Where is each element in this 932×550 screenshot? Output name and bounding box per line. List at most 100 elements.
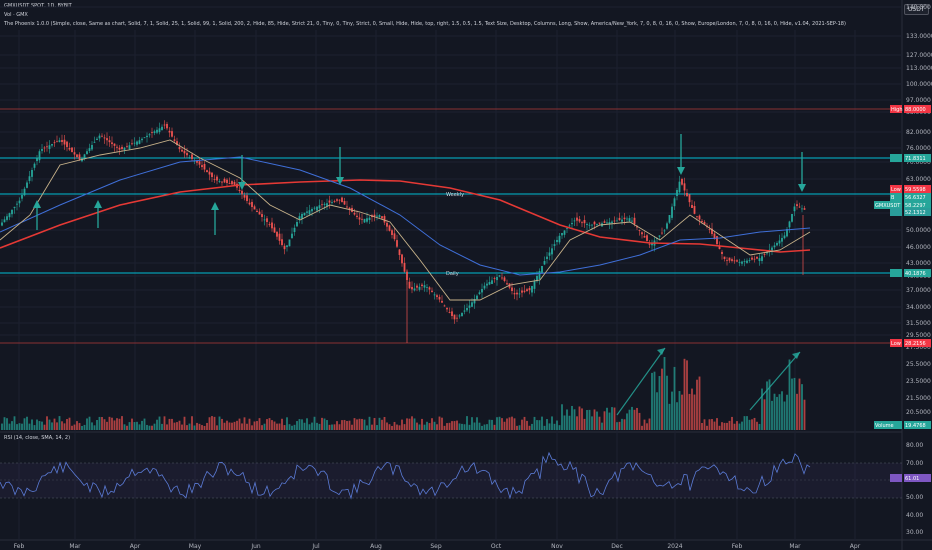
volume-bar — [248, 418, 251, 430]
candle-body — [421, 284, 423, 286]
arrow-up-icon[interactable] — [94, 200, 102, 228]
candle-body — [321, 204, 323, 206]
candle-body — [626, 218, 628, 220]
arrow-down-icon[interactable] — [798, 152, 806, 192]
candle-body — [43, 147, 46, 149]
ma-25-line[interactable] — [0, 139, 811, 301]
volume-bar — [418, 424, 421, 430]
time-axis-label: Apr — [850, 543, 861, 550]
time-axis-label: Feb — [14, 543, 25, 550]
candle-body — [73, 152, 76, 155]
candle-body — [28, 176, 31, 181]
candle-body — [391, 230, 393, 235]
volume-bar — [323, 418, 326, 430]
volume-bar — [693, 394, 696, 430]
tag-value: 88.0000 — [905, 107, 926, 113]
candle-body — [366, 218, 368, 222]
time-axis[interactable]: Feb Mar Apr May Jun Jul Aug Sep Oct Nov Dec 2024 Feb… — [14, 543, 861, 550]
rsi-panel[interactable]: RSI (14, close, SMA, 14, 2) — [0, 435, 902, 500]
volume-bar — [706, 425, 708, 430]
volume-bar — [733, 423, 736, 430]
time-axis-label: Nov — [551, 543, 563, 550]
candle-body — [746, 260, 748, 263]
candle-body — [461, 313, 463, 317]
ma-200-line[interactable] — [0, 179, 811, 253]
candle-body — [316, 206, 318, 211]
volume-bar — [381, 419, 383, 430]
arrow-down-icon[interactable] — [336, 147, 344, 185]
price-axis-label: 70.0000 — [906, 159, 931, 166]
volume-bar — [153, 423, 156, 430]
arrow-up-icon[interactable] — [211, 202, 219, 235]
tag-value-box — [904, 201, 931, 209]
currency-button[interactable]: USDT — [904, 4, 929, 15]
volume-axis-label: 23.5000 — [906, 378, 931, 385]
volume-trend-arrow-icon[interactable] — [749, 351, 801, 411]
tag-value: 71.8311 — [905, 156, 926, 162]
volume-bar — [518, 425, 521, 430]
candle-body — [113, 143, 116, 146]
volume-bar — [246, 423, 248, 430]
annotation-arrows[interactable] — [33, 134, 806, 416]
volume-bar — [126, 425, 128, 430]
candle-body — [178, 146, 181, 150]
volume-bar — [671, 391, 673, 430]
volume-bar — [478, 422, 481, 430]
tag-value-box — [904, 269, 931, 277]
volume-bar — [686, 360, 688, 430]
candle-body — [108, 140, 111, 143]
candle-body — [473, 299, 476, 304]
candle-body — [358, 217, 361, 220]
candle-body — [446, 307, 448, 310]
candle-body — [643, 235, 646, 238]
volume-bar — [56, 422, 58, 430]
rsi-legend[interactable]: RSI (14, close, SMA, 14, 2) — [4, 435, 70, 441]
candle-body — [103, 137, 106, 139]
volume-bar — [78, 423, 81, 430]
candle-body — [778, 240, 781, 244]
arrow-down-icon[interactable] — [238, 155, 246, 190]
price-axis-label: 82.0000 — [906, 129, 931, 136]
candle-body — [641, 232, 643, 235]
candle-body — [186, 153, 188, 156]
volume-trend-arrow-icon[interactable] — [616, 347, 666, 416]
volume-bar — [231, 422, 233, 430]
candle-body — [491, 280, 493, 284]
moving-averages[interactable] — [0, 139, 811, 301]
candle-body — [651, 243, 653, 246]
candle-body — [181, 149, 183, 152]
volume-bar — [753, 417, 756, 430]
candle-body — [793, 206, 796, 212]
candle-body — [496, 277, 498, 281]
horizontal-levels[interactable] — [0, 108, 902, 344]
arrow-head — [211, 202, 219, 210]
rsi-axis-label: 80.00 — [906, 442, 923, 449]
volume-bar — [773, 393, 776, 430]
volume-bar — [453, 421, 456, 430]
candle-body — [431, 290, 433, 292]
volume-legend[interactable]: Vol · GMX — [4, 12, 28, 18]
arrow-up-icon[interactable] — [33, 200, 41, 230]
rsi-line[interactable] — [0, 451, 811, 500]
volume-bar — [603, 411, 606, 430]
volume-bar — [621, 418, 623, 430]
volume-bar — [561, 404, 563, 430]
low-tag-upper: Low 59.5598 — [890, 185, 931, 193]
candle-body — [518, 293, 521, 295]
volume-bar — [466, 416, 468, 430]
symbol-title[interactable]: GMXUSDT SPOT, 1D, BYBIT — [4, 3, 72, 9]
candle-body — [648, 243, 651, 245]
candle-body — [93, 141, 96, 143]
candle-body — [368, 217, 371, 220]
rsi-axis-label: 70.00 — [906, 460, 923, 467]
candle-body — [563, 230, 566, 235]
arrow-down-icon[interactable] — [677, 134, 685, 175]
indicator-legend[interactable]: The Phoenix 1.0.0 (Simple, close, Same a… — [4, 21, 846, 27]
volume-bar — [746, 416, 748, 430]
volume-bar — [283, 425, 286, 430]
time-axis-label: Apr — [130, 543, 141, 550]
volume-bar — [718, 425, 721, 430]
candle-body — [616, 220, 618, 222]
ma-99-line[interactable] — [0, 156, 811, 276]
